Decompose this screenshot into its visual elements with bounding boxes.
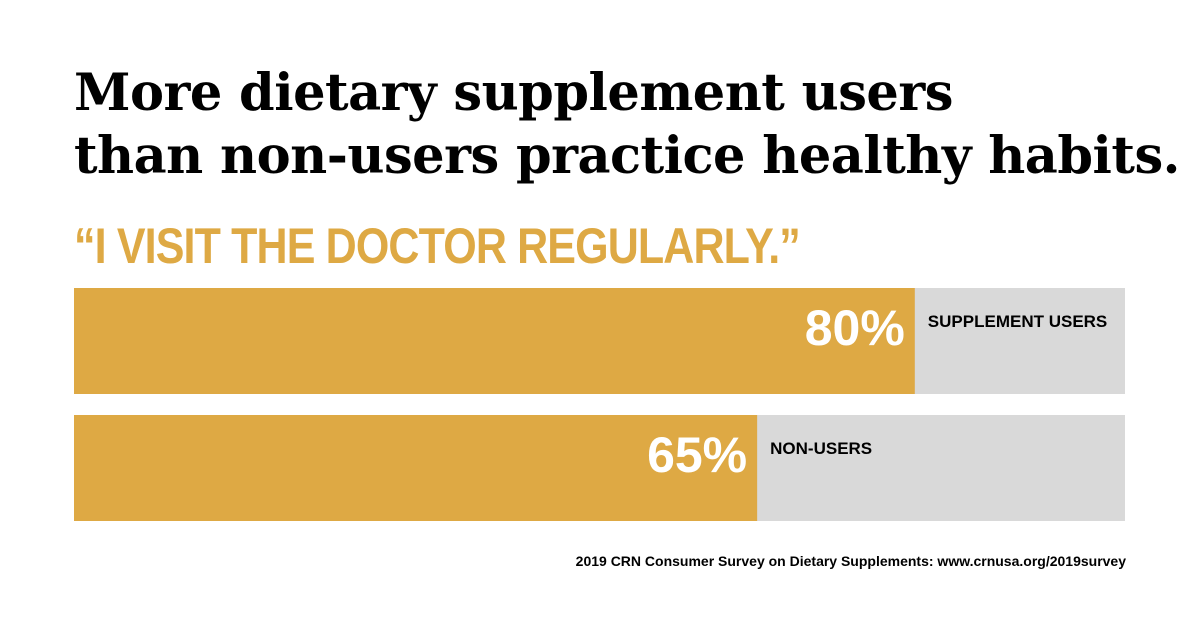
headline: More dietary supplement users than non-u…: [74, 62, 1180, 188]
bar: [74, 288, 915, 394]
bar: [74, 415, 758, 521]
category-label: SUPPLEMENT USERS: [928, 312, 1107, 331]
chart-title-quote: “I VISIT THE DOCTOR REGULARLY.”: [74, 218, 801, 274]
headline-line-1: More dietary supplement users: [74, 63, 953, 123]
source-citation: 2019 CRN Consumer Survey on Dietary Supp…: [575, 553, 1126, 569]
value-label: 80%: [805, 300, 905, 356]
value-label: 65%: [647, 427, 747, 483]
headline-line-2: than non-users practice healthy habits.: [74, 126, 1180, 186]
category-label: NON-USERS: [770, 439, 872, 458]
